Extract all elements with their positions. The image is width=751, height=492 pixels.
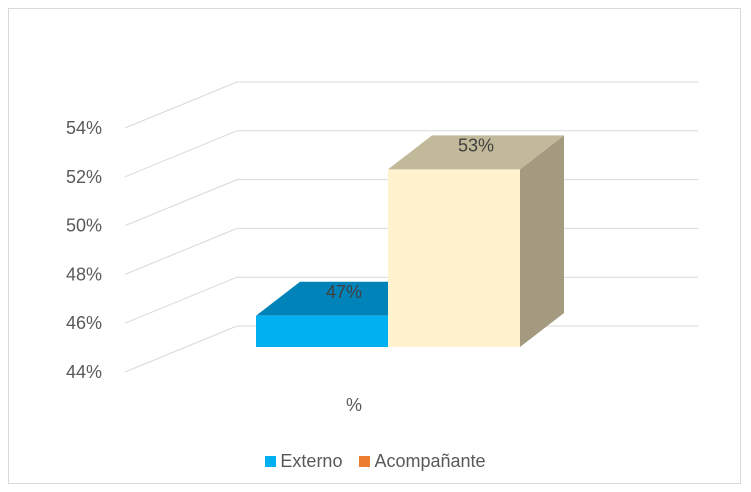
legend-item-externo: Externo	[265, 451, 342, 472]
y-axis-ticks: 44% 46% 48% 50% 52% 54%	[66, 118, 102, 382]
bar-acompaante	[388, 169, 520, 347]
legend: Externo Acompañante	[0, 451, 751, 472]
bars	[256, 135, 564, 347]
legend-label-acompanante: Acompañante	[374, 451, 486, 471]
bar-acompaante-top	[388, 135, 564, 170]
y-tick-label: 50%	[66, 216, 102, 236]
gridline-side	[124, 130, 238, 178]
y-tick-label: 48%	[66, 264, 102, 284]
y-tick-label: 46%	[66, 313, 102, 333]
bar-externo	[256, 315, 388, 347]
data-label-acompaante: 53%	[458, 135, 494, 155]
gridline-side	[124, 325, 238, 373]
bar-acompaante-side	[520, 135, 564, 347]
gridline-side	[124, 227, 238, 275]
data-labels: 47% 53%	[326, 135, 494, 301]
legend-swatch-acompanante	[359, 456, 371, 467]
gridline-side	[124, 276, 238, 324]
category-label: %	[346, 395, 362, 415]
legend-label-externo: Externo	[280, 451, 343, 471]
y-tick-label: 54%	[66, 118, 102, 138]
legend-item-acompanante: Acompañante	[359, 451, 486, 472]
gridline-side	[124, 81, 238, 129]
data-label-externo: 47%	[326, 282, 362, 302]
gridline-side	[124, 179, 238, 227]
y-tick-label: 44%	[66, 362, 102, 382]
chart-frame	[8, 8, 741, 484]
y-tick-label: 52%	[66, 167, 102, 187]
legend-swatch-externo	[265, 456, 277, 467]
